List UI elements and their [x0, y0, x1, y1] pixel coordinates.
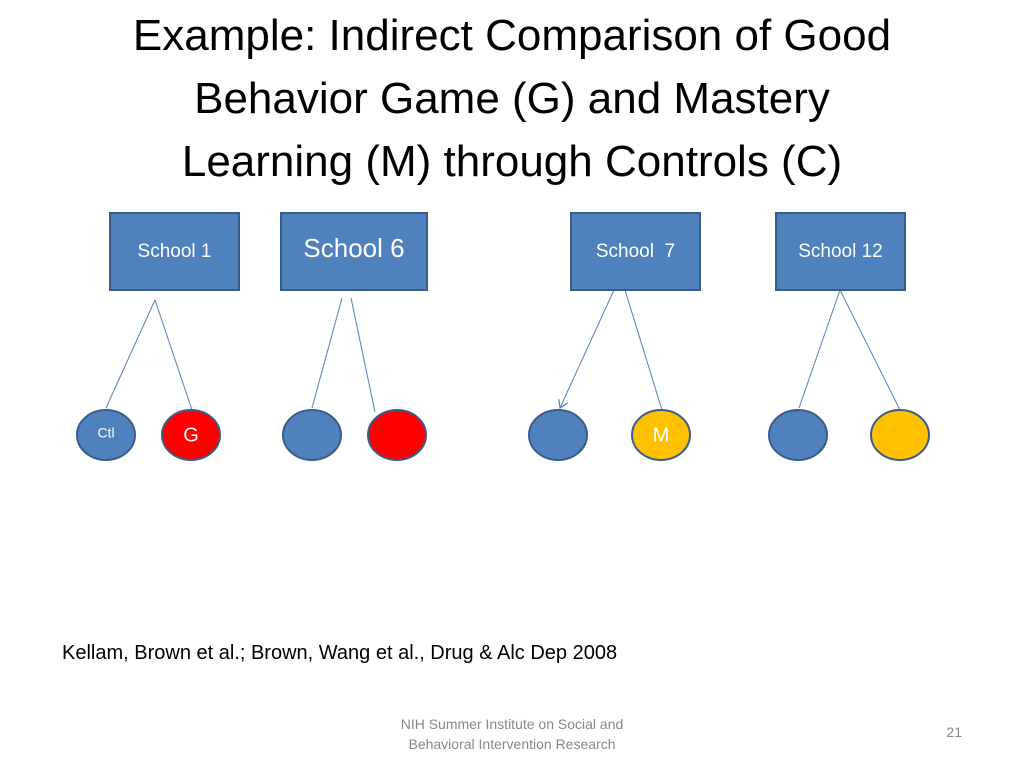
school-7-control-node — [528, 409, 588, 461]
school-1-control-node: Ctl — [76, 409, 136, 461]
school-label-6: School 6 — [303, 233, 404, 263]
school-7-control-circle — [528, 409, 588, 461]
school-7-treatment-label: M — [653, 424, 670, 446]
school-6-control-circle — [282, 409, 342, 461]
connector-school-6-right — [350, 297, 376, 413]
connector-school-12-right — [839, 289, 901, 411]
connector-school-6-left — [311, 297, 343, 409]
school-12-treatment-node — [870, 409, 930, 461]
school-1-treatment-label: G — [183, 424, 199, 446]
footer-line-1: NIH Summer Institute on Social and — [400, 716, 624, 732]
connector-school-12-left — [798, 289, 841, 409]
footer: NIH Summer Institute on Social and Behav… — [352, 714, 672, 754]
slide-title: Example: Indirect Comparison of Good Beh… — [40, 4, 984, 193]
title-line-3: Learning (M) through Controls (C) — [181, 137, 843, 186]
school-7-treatment-circle — [631, 409, 691, 461]
school-box-6: School 6 — [280, 212, 428, 291]
school-1-treatment-node: G — [161, 409, 221, 461]
school-7-treatment-node: M — [631, 409, 691, 461]
connector-school-1-right — [154, 299, 193, 411]
school-6-control-node — [282, 409, 342, 461]
citation: Kellam, Brown et al.; Brown, Wang et al.… — [62, 642, 618, 664]
page-number: 21 — [946, 724, 962, 740]
connector-school-7-left — [560, 289, 615, 408]
school-label-7: School 7 — [596, 241, 675, 262]
school-12-treatment-circle — [870, 409, 930, 461]
school-box-1: School 1 — [109, 212, 240, 291]
school-label-1: School 1 — [138, 241, 212, 262]
footer-line-2: Behavioral Intervention Research — [408, 736, 616, 752]
school-box-12: School 12 — [775, 212, 906, 291]
school-12-control-circle — [768, 409, 828, 461]
school-label-12: School 12 — [798, 241, 883, 262]
school-1-treatment-circle — [161, 409, 221, 461]
school-6-treatment-node — [367, 409, 427, 461]
connector-school-1-left — [105, 299, 156, 409]
school-6-treatment-circle — [367, 409, 427, 461]
title-line-2: Behavior Game (G) and Mastery — [194, 74, 830, 123]
school-12-control-node — [768, 409, 828, 461]
school-1-control-circle — [76, 409, 136, 461]
school-box-7: School 7 — [570, 212, 701, 291]
title-line-1: Example: Indirect Comparison of Good — [132, 11, 892, 60]
school-1-control-label: Ctl — [97, 425, 114, 441]
connector-school-7-right — [624, 289, 663, 411]
